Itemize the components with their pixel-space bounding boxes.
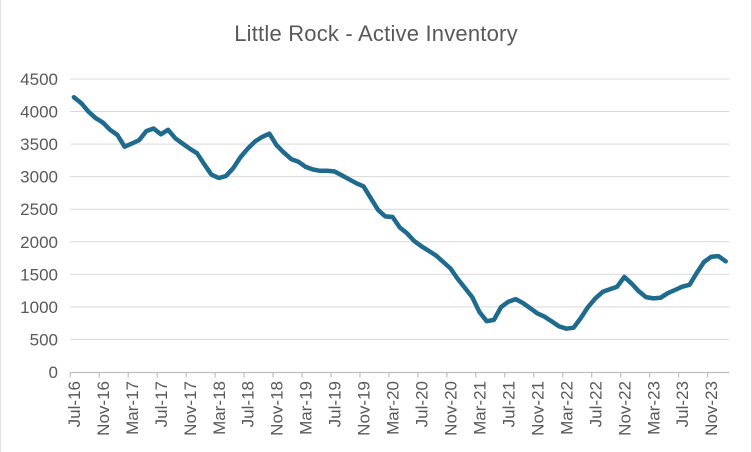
x-tick-label: Nov-16	[94, 381, 113, 436]
x-tick-label: Nov-18	[268, 381, 287, 436]
x-tick-label: Jul-16	[65, 381, 84, 427]
y-tick-label: 1500	[20, 265, 58, 284]
x-tick-label: Jul-18	[239, 381, 258, 427]
x-tick-label: Jul-23	[673, 381, 692, 427]
x-tick-label: Nov-19	[355, 381, 374, 436]
y-tick-label: 2000	[20, 233, 58, 252]
x-tick-label: Mar-23	[644, 381, 663, 435]
y-tick-label: 0	[49, 363, 58, 382]
y-tick-label: 3000	[20, 168, 58, 187]
x-tick-label: Nov-23	[702, 381, 721, 436]
x-tick-label: Mar-17	[123, 381, 142, 435]
x-tick-label: Nov-20	[441, 381, 460, 436]
x-tick-label: Mar-21	[470, 381, 489, 435]
x-tick-label: Nov-17	[181, 381, 200, 436]
x-tick-label: Jul-17	[152, 381, 171, 427]
y-tick-label: 3500	[20, 135, 58, 154]
series-line	[71, 94, 728, 331]
y-tick-label: 1000	[20, 298, 58, 317]
x-tick-label: Nov-22	[615, 381, 634, 436]
x-tick-label: Nov-21	[528, 381, 547, 436]
y-tick-label: 2500	[20, 200, 58, 219]
x-tick-label: Jul-20	[413, 381, 432, 427]
x-tick-label: Mar-22	[557, 381, 576, 435]
x-tick-label: Jul-19	[326, 381, 345, 427]
x-tick-label: Jul-21	[499, 381, 518, 427]
y-tick-label: 4500	[20, 70, 58, 89]
y-tick-label: 4000	[20, 103, 58, 122]
x-tick-label: Mar-20	[384, 381, 403, 435]
chart-title: Little Rock - Active Inventory	[234, 21, 518, 46]
x-tick-label: Jul-22	[586, 381, 605, 427]
y-tick-label: 500	[30, 330, 58, 349]
x-tick-label: Mar-18	[210, 381, 229, 435]
x-tick-label: Mar-19	[297, 381, 316, 435]
